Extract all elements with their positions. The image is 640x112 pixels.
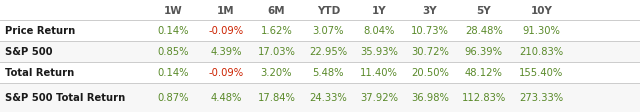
Text: 30.72%: 30.72% xyxy=(411,46,449,56)
Text: -0.09%: -0.09% xyxy=(209,68,243,78)
Text: Price Return: Price Return xyxy=(5,26,76,36)
Text: -0.09%: -0.09% xyxy=(209,26,243,36)
Text: 37.92%: 37.92% xyxy=(360,93,398,102)
Text: S&P 500 Total Return: S&P 500 Total Return xyxy=(5,93,125,102)
Text: 10Y: 10Y xyxy=(531,6,552,16)
Text: 91.30%: 91.30% xyxy=(522,26,561,36)
Text: 24.33%: 24.33% xyxy=(310,93,347,102)
Text: 1M: 1M xyxy=(217,6,235,16)
Text: 0.85%: 0.85% xyxy=(157,46,189,56)
Text: 112.83%: 112.83% xyxy=(461,93,506,102)
Text: YTD: YTD xyxy=(317,6,340,16)
Text: 17.03%: 17.03% xyxy=(257,46,296,56)
Text: 0.14%: 0.14% xyxy=(157,68,189,78)
Text: 20.50%: 20.50% xyxy=(411,68,449,78)
Bar xyxy=(0,20,640,41)
Text: 0.87%: 0.87% xyxy=(157,93,189,102)
Text: 3Y: 3Y xyxy=(423,6,437,16)
Text: 36.98%: 36.98% xyxy=(411,93,449,102)
Text: 48.12%: 48.12% xyxy=(465,68,503,78)
Text: 28.48%: 28.48% xyxy=(465,26,502,36)
Text: 273.33%: 273.33% xyxy=(520,93,563,102)
Text: 210.83%: 210.83% xyxy=(520,46,563,56)
Text: 5Y: 5Y xyxy=(477,6,491,16)
Text: 1Y: 1Y xyxy=(372,6,386,16)
Text: 17.84%: 17.84% xyxy=(257,93,296,102)
Text: 5.48%: 5.48% xyxy=(312,68,344,78)
Bar xyxy=(0,41,640,62)
Text: 10.73%: 10.73% xyxy=(411,26,449,36)
Text: 4.48%: 4.48% xyxy=(210,93,242,102)
Text: 22.95%: 22.95% xyxy=(309,46,348,56)
Bar xyxy=(0,83,640,112)
Text: 0.14%: 0.14% xyxy=(157,26,189,36)
Text: 1.62%: 1.62% xyxy=(260,26,292,36)
Text: 35.93%: 35.93% xyxy=(360,46,398,56)
Text: 8.04%: 8.04% xyxy=(363,26,395,36)
Text: 4.39%: 4.39% xyxy=(210,46,242,56)
Text: 155.40%: 155.40% xyxy=(519,68,564,78)
Text: 1W: 1W xyxy=(163,6,182,16)
Text: 3.07%: 3.07% xyxy=(312,26,344,36)
Text: S&P 500: S&P 500 xyxy=(5,46,52,56)
Text: 3.20%: 3.20% xyxy=(260,68,292,78)
Text: 6M: 6M xyxy=(268,6,285,16)
Text: 96.39%: 96.39% xyxy=(465,46,503,56)
Text: 11.40%: 11.40% xyxy=(360,68,398,78)
Bar xyxy=(0,62,640,83)
Text: Total Return: Total Return xyxy=(5,68,74,78)
Bar xyxy=(0,2,640,20)
